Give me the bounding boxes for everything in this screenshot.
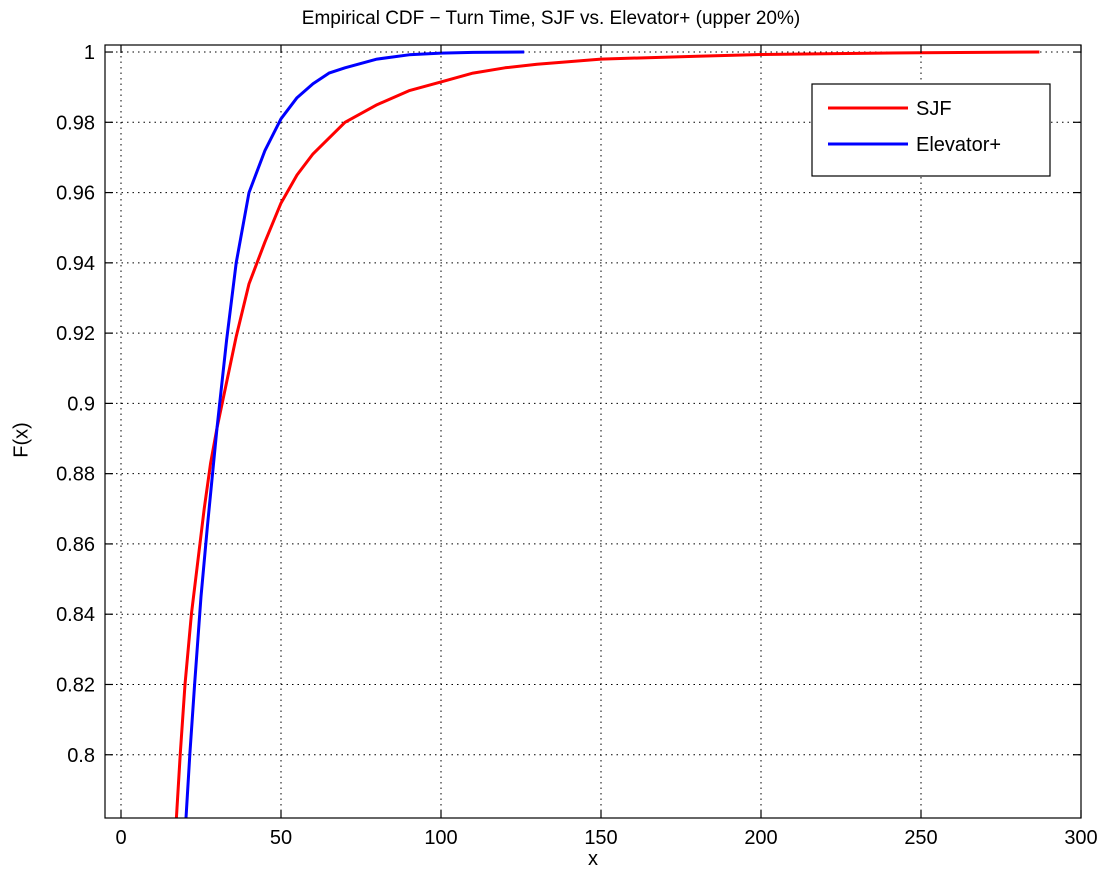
x-tick-label: 200 (744, 827, 777, 849)
y-tick-label: 0.94 (56, 253, 95, 275)
series-line-sjf (174, 50, 1040, 819)
x-tick-label: 50 (270, 827, 292, 849)
axes-box (104, 44, 1082, 819)
y-tick-label: 0.96 (56, 183, 95, 205)
series-lines (174, 50, 1040, 819)
x-tick-label: 300 (1064, 827, 1097, 849)
y-tick-label: 0.84 (56, 604, 95, 626)
x-axis-label: x (588, 848, 598, 870)
y-tick-label: 1 (84, 42, 95, 64)
y-tick-label: 0.88 (56, 464, 95, 486)
chart-title: Empirical CDF − Turn Time, SJF vs. Eleva… (301, 8, 801, 29)
series-line-elevator (184, 50, 525, 819)
legend: SJF Elevator+ (811, 83, 1051, 177)
legend-label: SJF (916, 98, 952, 120)
y-tick-label: 0.86 (56, 534, 95, 556)
y-tick-label: 0.8 (67, 745, 95, 767)
x-tick-label: 100 (424, 827, 457, 849)
y-tick-label: 0.92 (56, 323, 95, 345)
legend-label: Elevator+ (916, 134, 1001, 156)
legend-box (811, 83, 1051, 177)
x-tick-label: 250 (904, 827, 937, 849)
x-tick-label: 0 (115, 827, 126, 849)
ticks: 0 50 100 150 200 250 300 0.8 0.82 0.84 0.86 0.88 0.9… (56, 42, 1098, 849)
y-axis-label: F(x) (10, 422, 33, 458)
x-tick-label: 150 (584, 827, 617, 849)
y-tick-label: 0.9 (67, 393, 95, 415)
y-tick-label: 0.82 (56, 674, 95, 696)
y-tick-label: 0.98 (56, 112, 95, 134)
